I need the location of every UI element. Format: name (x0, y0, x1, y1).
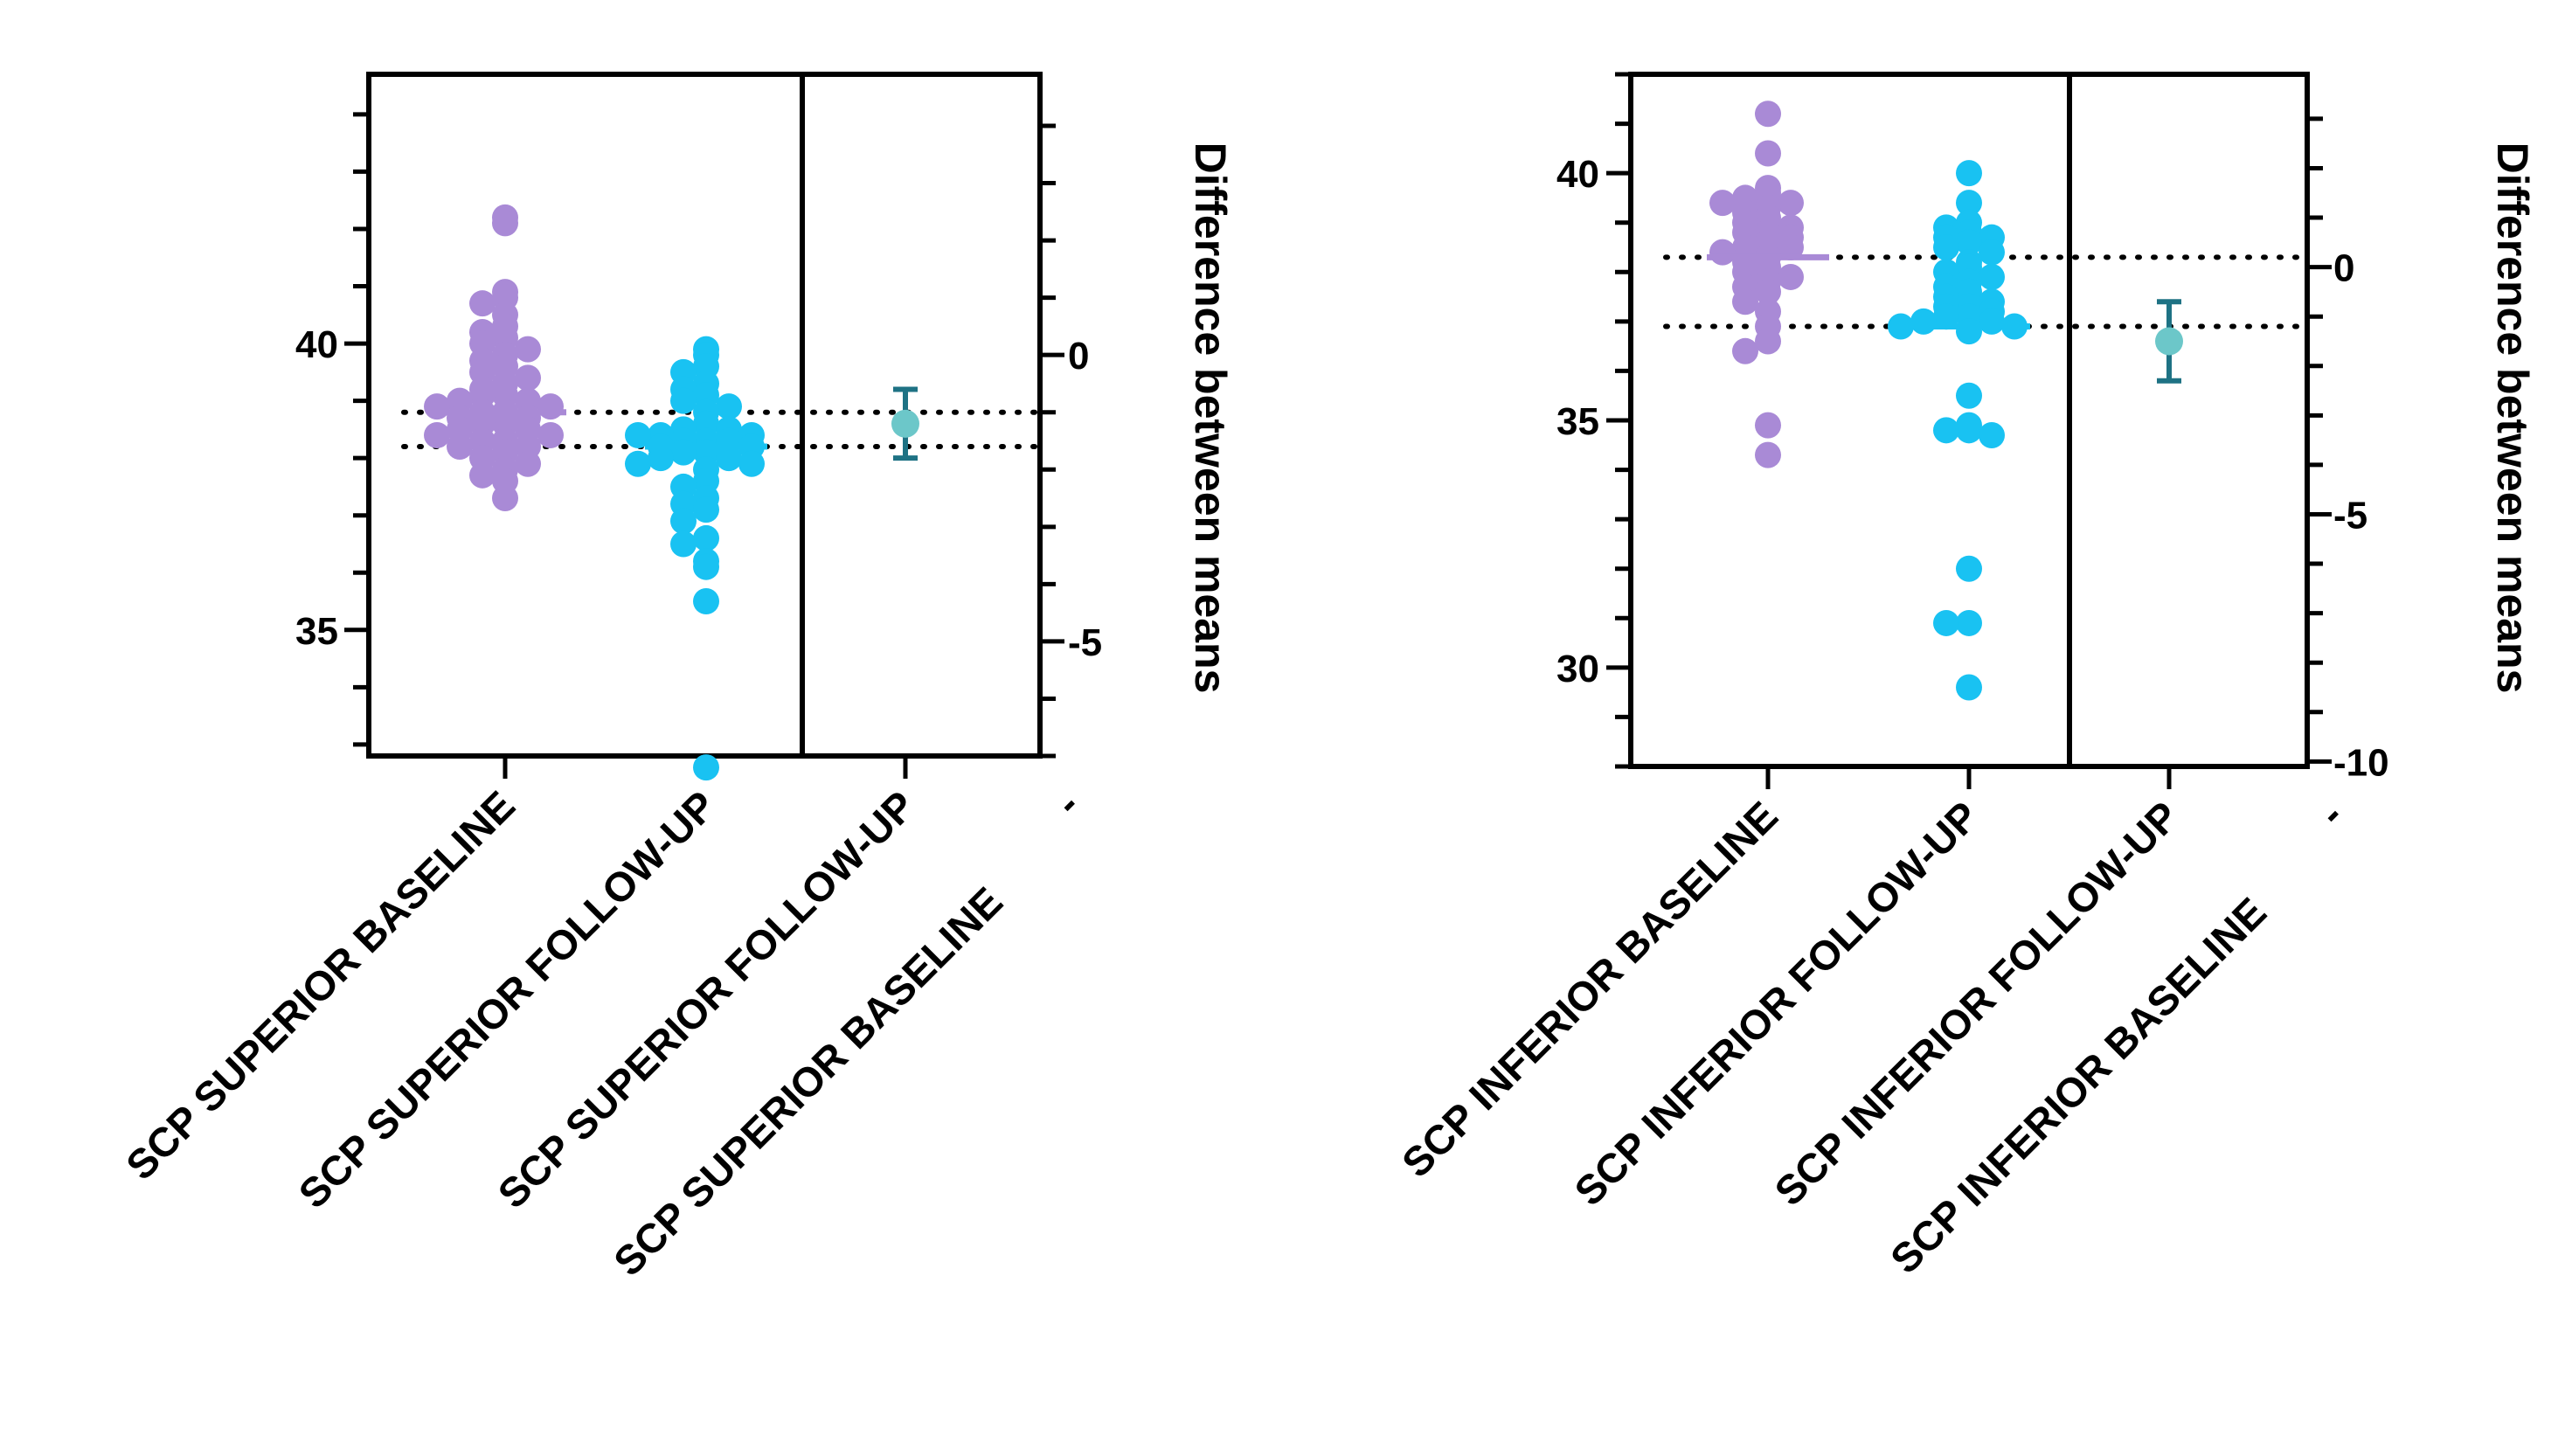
followup-point (1888, 313, 1914, 340)
baseline-point (1755, 101, 1781, 128)
followup-point (716, 393, 742, 420)
baseline-point (515, 336, 541, 363)
followup-point (1956, 160, 1982, 187)
baseline-point (515, 450, 541, 477)
followup-point (693, 496, 719, 523)
x-category-label: SCP INFERIOR BASELINE (1393, 793, 1787, 1187)
y-left-tick-label: 40 (1556, 153, 1599, 196)
followup-point (670, 530, 697, 558)
followup-point (1979, 421, 2005, 448)
baseline-point (492, 485, 518, 512)
followup-point (625, 421, 651, 448)
followup-point (1910, 308, 1937, 335)
baseline-point (1778, 234, 1804, 260)
baseline-point (515, 364, 541, 392)
y-right-tick-label: -10 (2333, 741, 2389, 784)
x-category-label: SCP INFERIOR FOLLOW-UP (1565, 793, 1987, 1215)
followup-point (670, 508, 697, 535)
baseline-point (1709, 239, 1736, 266)
baseline-point (537, 421, 564, 448)
difference-mean-point (891, 409, 919, 438)
followup-point (670, 387, 697, 414)
followup-point (1979, 239, 2005, 266)
difference-mean-point (2155, 327, 2183, 356)
followup-point (670, 439, 697, 466)
followup-point (1956, 229, 1982, 256)
followup-point (1933, 417, 1959, 444)
y-right-tick-label: 0 (1068, 335, 1089, 378)
followup-point (1956, 417, 1982, 444)
y-right-tick-label: -5 (1068, 621, 1102, 664)
followup-point (1933, 609, 1959, 636)
right-axis-title: Difference between means (1186, 142, 1235, 694)
x-category-separator: - (2310, 793, 2353, 835)
baseline-point (1755, 412, 1781, 439)
followup-point (1979, 263, 2005, 290)
followup-point (1956, 318, 1982, 345)
y-left-tick-label: 30 (1556, 648, 1599, 690)
baseline-point (469, 461, 496, 489)
baseline-point (537, 393, 564, 420)
baseline-point (447, 433, 473, 461)
y-left-tick-label: 40 (295, 323, 338, 366)
followup-point (693, 553, 719, 580)
x-category-separator: - (1046, 782, 1089, 825)
baseline-point (1778, 190, 1804, 217)
baseline-point (1755, 441, 1781, 468)
baseline-point (1755, 278, 1781, 305)
y-right-tick-label: 0 (2333, 247, 2354, 290)
x-category-label: SCP SUPERIOR FOLLOW-UP (289, 782, 724, 1217)
baseline-point (424, 421, 450, 448)
y-right-tick-label: -5 (2333, 494, 2367, 537)
followup-point (625, 450, 651, 477)
x-category-label-second-line: SCP SUPERIOR BASELINE (605, 878, 1011, 1285)
followup-point (693, 588, 719, 615)
baseline-point (1732, 288, 1758, 315)
followup-point (1956, 555, 1982, 582)
baseline-point (1732, 337, 1758, 364)
followup-point (1933, 303, 1959, 330)
followup-point (1956, 382, 1982, 409)
y-left-tick-label: 35 (1556, 400, 1599, 443)
x-category-label-second-line: SCP INFERIOR BASELINE (1882, 889, 2276, 1283)
followup-point (693, 524, 719, 551)
followup-point (738, 450, 765, 477)
followup-point (648, 445, 674, 472)
baseline-point (424, 393, 450, 420)
followup-point (716, 445, 742, 472)
right-axis-title: Difference between means (2488, 142, 2537, 694)
baseline-point (1778, 263, 1804, 290)
x-category-label: SCP SUPERIOR BASELINE (117, 782, 523, 1189)
followup-point (1956, 674, 1982, 701)
followup-point (693, 754, 719, 781)
followup-point (1956, 609, 1982, 636)
followup-point (1933, 234, 1959, 260)
baseline-point (1755, 328, 1781, 355)
panel-superior: 35 40 0 -5 Difference between means SCP SUPER… (117, 72, 1235, 1285)
followup-point (1956, 190, 1982, 217)
panel-inferior: 30 35 40 0 -5 -10 Difference between means SCP … (1393, 72, 2537, 1283)
baseline-point (1755, 140, 1781, 167)
baseline-point (1709, 190, 1736, 217)
baseline-point (492, 210, 518, 237)
followup-point (1979, 308, 2005, 335)
baseline-point (469, 290, 496, 317)
x-category-label: SCP INFERIOR FOLLOW-UP (1765, 793, 2187, 1215)
y-left-tick-label: 35 (295, 610, 338, 653)
